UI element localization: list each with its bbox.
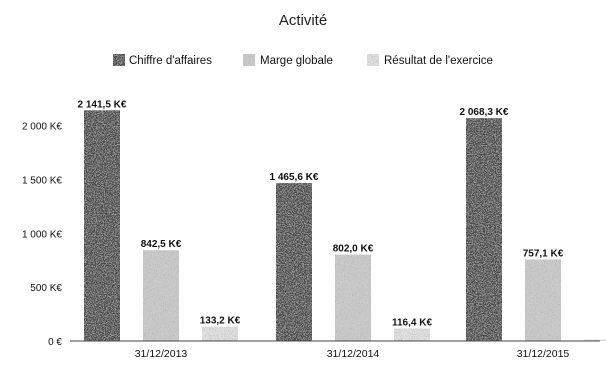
bar bbox=[84, 110, 120, 341]
x-category-label: 31/12/2013 bbox=[135, 348, 188, 360]
bar bbox=[202, 326, 238, 341]
data-label: 2 141,5 K€ bbox=[78, 99, 127, 110]
data-label: 116,4 K€ bbox=[392, 317, 432, 328]
data-label: 2 068,3 K€ bbox=[460, 107, 509, 118]
bar bbox=[276, 183, 312, 341]
data-label: 133,2 K€ bbox=[200, 316, 241, 327]
chart-title: Activité bbox=[279, 12, 327, 29]
legend-label: Résultat de l'exercice bbox=[384, 55, 493, 67]
legend-label: Marge globale bbox=[260, 55, 333, 67]
legend-label: Chiffre d'affaires bbox=[129, 55, 212, 67]
bar bbox=[466, 118, 502, 341]
y-tick-label: 500 K€ bbox=[30, 283, 62, 294]
y-axis: 0 € 500 K€ 1 000 K€ 1 500 K€ 2 000 K€ bbox=[22, 122, 62, 348]
x-axis: 31/12/2013 31/12/2014 31/12/2015 bbox=[70, 340, 600, 360]
legend-swatch bbox=[243, 54, 255, 66]
data-label: 802,0 K€ bbox=[333, 244, 374, 255]
y-tick-label: 1 000 K€ bbox=[22, 229, 62, 240]
bar bbox=[335, 254, 371, 341]
x-category-label: 31/12/2015 bbox=[517, 348, 570, 360]
chart-legend: Chiffre d'affaires Marge globale Résultat … bbox=[113, 54, 493, 67]
y-tick-label: 2 000 K€ bbox=[22, 122, 62, 133]
legend-swatch bbox=[113, 54, 125, 66]
x-category-label: 31/12/2014 bbox=[327, 348, 380, 360]
bars: 2 141,5 K€ 842,5 K€ 133,2 K€ 1 465,6 K€ 802,… bbox=[78, 99, 606, 341]
bar bbox=[394, 328, 430, 341]
bar bbox=[525, 259, 561, 341]
y-tick-label: 0 € bbox=[48, 337, 62, 348]
data-label: 1 465,6 K€ bbox=[270, 172, 319, 183]
data-label: 757,1 K€ bbox=[523, 248, 564, 259]
bar bbox=[584, 339, 606, 341]
bar bbox=[143, 250, 179, 341]
data-label: 842,5 K€ bbox=[141, 239, 182, 250]
y-tick-label: 1 500 K€ bbox=[22, 175, 62, 186]
legend-swatch bbox=[367, 54, 379, 66]
